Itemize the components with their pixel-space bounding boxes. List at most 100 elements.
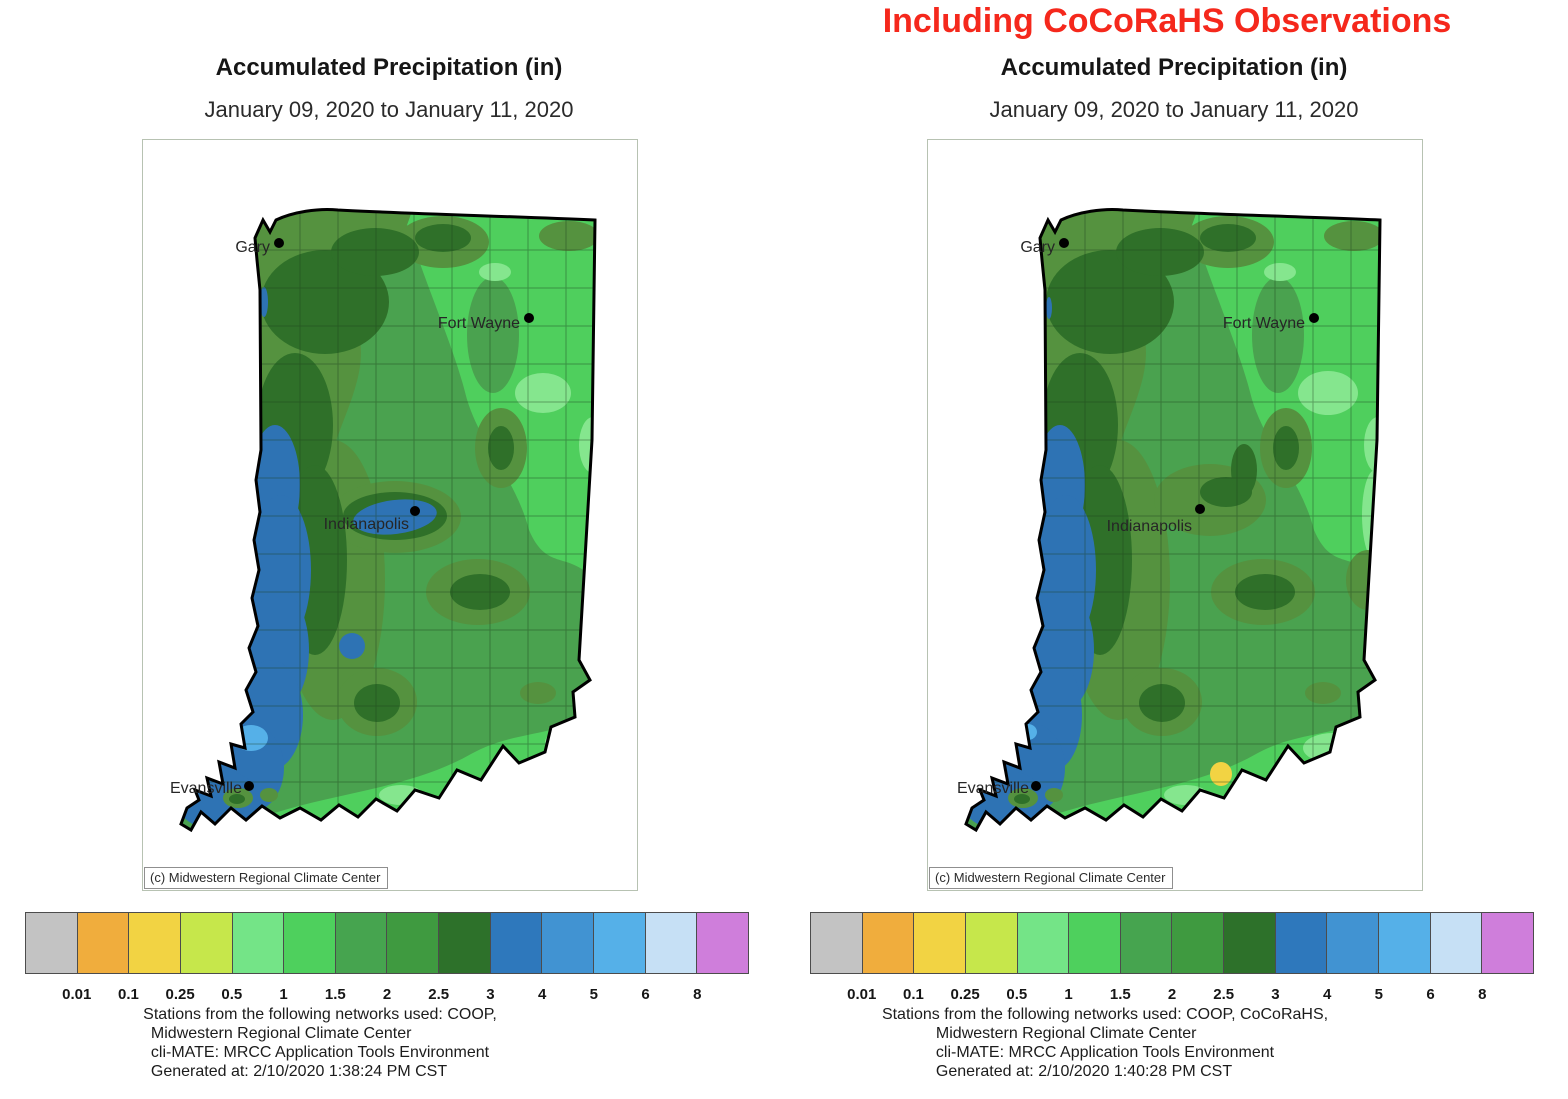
- cocorahs-banner: Including CoCoRaHS Observations: [882, 2, 1452, 40]
- legend-bar-left: [25, 912, 749, 974]
- legend-tick-label: 2: [382, 986, 392, 1003]
- legend-tick-label: 0.01: [847, 986, 877, 1003]
- city-label-gary: Gary: [1020, 239, 1055, 256]
- legend-tick-label: 3: [1271, 986, 1280, 1003]
- map-subtitle-left: January 09, 2020 to January 11, 2020: [204, 97, 574, 122]
- city-dot-evansville: [1031, 781, 1041, 791]
- copyright-box-right: (c) Midwestern Regional Climate Center: [929, 867, 1174, 889]
- city-dot-indianapolis: [1195, 504, 1205, 514]
- legend-cell: [180, 913, 233, 973]
- legend-cell: [1017, 913, 1070, 973]
- legend-tick-label: 0.5: [1006, 986, 1028, 1003]
- legend-cell: [387, 913, 440, 973]
- legend-tick-label: 5: [1374, 986, 1384, 1003]
- map-frame-left: Gary Fort Wayne Indianapolis Evansville …: [142, 139, 638, 891]
- legend-tick-label: 6: [641, 986, 650, 1003]
- legend-tick-label: 0.1: [117, 986, 139, 1003]
- legend-cell: [965, 913, 1018, 973]
- panel-right: Accumulated Precipitation (in) January 0…: [785, 0, 1568, 1099]
- legend-cell: [439, 913, 491, 973]
- legend-cell: [1069, 913, 1121, 973]
- legend-tick-label: 8: [693, 986, 702, 1003]
- legend-cell: [490, 913, 543, 973]
- city-dot-fort-wayne: [524, 313, 534, 323]
- legend-cell: [77, 913, 130, 973]
- panel-left: Accumulated Precipitation (in) January 0…: [0, 0, 783, 1099]
- legend-cell: [1172, 913, 1225, 973]
- map-title-left: Accumulated Precipitation (in): [215, 54, 563, 81]
- legend-tick-label: 0.5: [221, 986, 243, 1003]
- footer-networks: Stations from the following networks use…: [881, 1006, 1329, 1023]
- legend-tick-label: 1.5: [1109, 986, 1131, 1003]
- legend-cell: [645, 913, 698, 973]
- footer-block: Midwestern Regional Climate Center cli-M…: [151, 1024, 489, 1081]
- legend-cell: [914, 913, 966, 973]
- city-dot-evansville: [244, 781, 254, 791]
- city-dot-fort-wayne: [1309, 313, 1319, 323]
- city-dot-indianapolis: [410, 506, 420, 516]
- legend-tick-label: 1.5: [324, 986, 346, 1003]
- legend-tick-label: 4: [537, 986, 547, 1003]
- legend-tick-label: 0.25: [950, 986, 980, 1003]
- legend-cell: [26, 913, 78, 973]
- legend-cell: [1379, 913, 1431, 973]
- legend-tick-label: 0.01: [62, 986, 92, 1003]
- footer-left: Stations from the following networks use…: [18, 1005, 622, 1081]
- legend-cell: [811, 913, 863, 973]
- footer-generated: Generated at: 2/10/2020 1:38:24 PM CST: [150, 1063, 448, 1080]
- legend-cell: [284, 913, 336, 973]
- yellow-spot: [1210, 762, 1232, 786]
- footer-networks: Stations from the following networks use…: [143, 1006, 497, 1023]
- indiana-map-left: Gary Fort Wayne Indianapolis Evansville: [170, 207, 597, 832]
- legend-cell: [335, 913, 388, 973]
- footer-org: Midwestern Regional Climate Center: [150, 1025, 412, 1042]
- city-label-evansville: Evansville: [957, 780, 1029, 797]
- legend-cell: [1482, 913, 1533, 973]
- legend-cell: [1275, 913, 1328, 973]
- legend-cell: [697, 913, 748, 973]
- city-label-gary: Gary: [235, 239, 270, 256]
- legend-ticks-left: 0.01 0.1 0.25 0.5 1 1.5 2 2.5 3 4 5 6 8: [25, 986, 749, 1006]
- footer-climate: cli-MATE: MRCC Application Tools Environ…: [935, 1044, 1275, 1061]
- map-title-right: Accumulated Precipitation (in): [1000, 54, 1348, 81]
- legend-tick-label: 8: [1478, 986, 1487, 1003]
- footer-right: Stations from the following networks use…: [803, 1005, 1407, 1081]
- footer-org: Midwestern Regional Climate Center: [935, 1025, 1197, 1042]
- legend-cell: [1327, 913, 1380, 973]
- legend-tick-label: 2: [1167, 986, 1177, 1003]
- footer-block: Midwestern Regional Climate Center cli-M…: [936, 1024, 1274, 1081]
- legend-cell: [862, 913, 915, 973]
- legend-tick-label: 6: [1426, 986, 1435, 1003]
- legend-tick-label: 5: [589, 986, 599, 1003]
- legend-cell: [594, 913, 646, 973]
- legend-cell: [232, 913, 285, 973]
- footer-climate: cli-MATE: MRCC Application Tools Environ…: [150, 1044, 490, 1061]
- city-dot-gary: [1059, 238, 1069, 248]
- legend-tick-label: 4: [1322, 986, 1332, 1003]
- copyright-box-left: (c) Midwestern Regional Climate Center: [144, 867, 389, 889]
- map-subtitle-right: January 09, 2020 to January 11, 2020: [989, 97, 1359, 122]
- city-dot-gary: [274, 238, 284, 248]
- legend-ticks-right: 0.01 0.1 0.25 0.5 1 1.5 2 2.5 3 4 5 6 8: [810, 986, 1534, 1006]
- city-label-fort-wayne: Fort Wayne: [1223, 315, 1305, 332]
- county-lines: [181, 209, 595, 830]
- city-label-fort-wayne: Fort Wayne: [438, 315, 520, 332]
- map-frame-right: Gary Fort Wayne Indianapolis Evansville …: [927, 139, 1423, 891]
- legend-tick-label: 2.5: [428, 986, 450, 1003]
- footer-generated: Generated at: 2/10/2020 1:40:28 PM CST: [935, 1063, 1233, 1080]
- city-label-indianapolis: Indianapolis: [324, 516, 409, 533]
- legend-cell: [542, 913, 595, 973]
- city-label-evansville: Evansville: [170, 780, 242, 797]
- legend-cell: [1224, 913, 1276, 973]
- legend-tick-label: 3: [486, 986, 495, 1003]
- legend-tick-label: 0.1: [902, 986, 924, 1003]
- city-label-indianapolis: Indianapolis: [1107, 518, 1192, 535]
- legend-cell: [1430, 913, 1483, 973]
- legend-tick-label: 2.5: [1213, 986, 1235, 1003]
- legend-tick-label: 1: [1064, 986, 1073, 1003]
- legend-bar-right: [810, 912, 1534, 974]
- legend-tick-label: 0.25: [165, 986, 195, 1003]
- legend-tick-label: 1: [279, 986, 288, 1003]
- indiana-map-right: Gary Fort Wayne Indianapolis Evansville: [957, 207, 1382, 832]
